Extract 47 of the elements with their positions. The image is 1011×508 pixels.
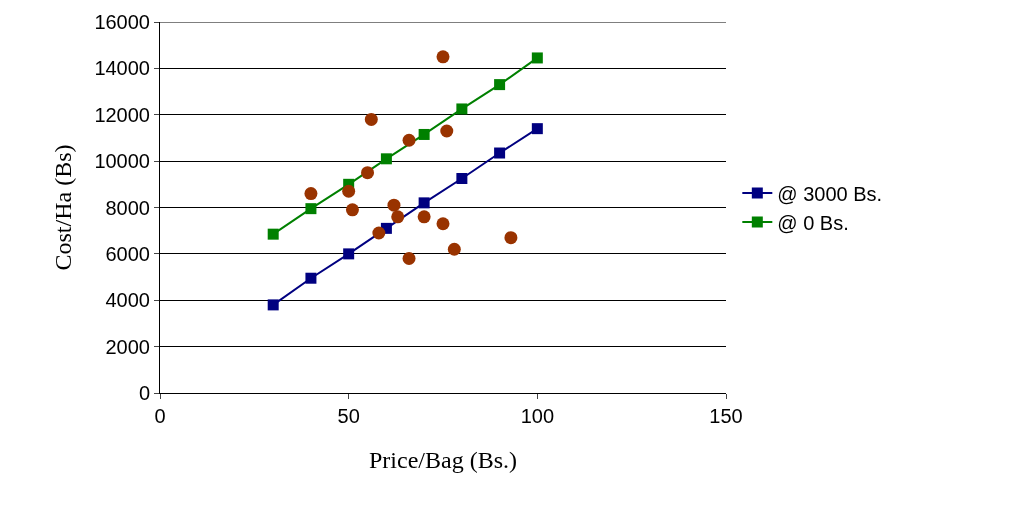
x-tick-label: 50 — [337, 405, 360, 427]
point — [456, 103, 468, 115]
point — [418, 197, 430, 209]
y-tick-label: 12000 — [94, 103, 150, 126]
point — [418, 128, 430, 140]
point — [447, 242, 461, 256]
point — [267, 228, 279, 240]
point — [345, 203, 359, 217]
legend-label: @ 0 Bs. — [777, 211, 849, 234]
point — [402, 133, 416, 147]
point — [361, 166, 375, 180]
y-tick-label: 4000 — [105, 289, 150, 312]
x-tick-label: 150 — [709, 405, 743, 427]
legend-label: @ 3000 Bs. — [777, 182, 883, 205]
y-axis-title: Cost/Ha (Bs) — [50, 144, 77, 271]
point — [436, 50, 450, 64]
y-tick-label: 2000 — [105, 335, 150, 358]
point — [304, 187, 318, 201]
point — [387, 198, 401, 212]
y-tick-label: 14000 — [94, 57, 150, 80]
point — [305, 272, 317, 284]
point — [417, 210, 431, 224]
y-tick-label: 6000 — [105, 242, 150, 265]
point — [494, 147, 506, 159]
point — [372, 226, 386, 240]
point — [440, 124, 454, 138]
point — [305, 203, 317, 215]
x-tick-label: 0 — [154, 405, 166, 427]
point — [531, 123, 543, 135]
x-tick-label: 100 — [520, 405, 555, 427]
point — [364, 112, 378, 126]
point — [391, 210, 405, 224]
x-axis-title: Price/Bag (Bs.) — [369, 447, 517, 474]
y-tick-label: 8000 — [105, 196, 150, 219]
point — [342, 184, 356, 198]
point — [436, 217, 450, 231]
point — [456, 173, 468, 185]
point — [504, 231, 518, 245]
y-tick-label: 10000 — [94, 150, 150, 173]
y-tick-label: 16000 — [94, 11, 150, 33]
point — [343, 248, 355, 260]
point — [402, 252, 416, 265]
point — [380, 153, 392, 165]
y-tick-label: 0 — [138, 382, 150, 404]
point — [531, 52, 543, 64]
point — [494, 79, 506, 91]
point — [267, 299, 279, 311]
